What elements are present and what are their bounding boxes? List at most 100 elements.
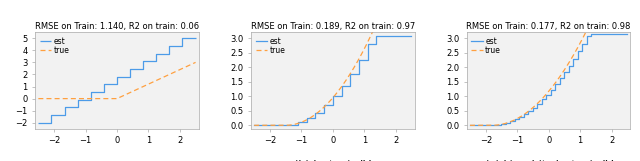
est [320,104,328,106]
true [192,61,200,63]
est [276,124,284,126]
est [250,124,258,126]
Legend: est, true: est, true [255,36,286,56]
true [131,90,138,91]
est [140,68,147,70]
Line: true: true [470,24,627,125]
true [467,124,474,126]
est [113,83,121,85]
est [126,76,134,78]
est [152,53,160,55]
est [47,122,55,124]
est [329,95,337,97]
est [285,124,293,126]
true [599,23,607,24]
est [100,83,108,85]
est [502,122,510,124]
est [372,43,380,45]
est [364,43,372,45]
Text: (b) Isotonic IV: (b) Isotonic IV [294,160,371,161]
true [408,23,415,24]
true [35,98,42,99]
est [259,124,267,126]
est [364,59,372,61]
true [128,91,136,93]
est [87,99,95,101]
est [294,124,301,126]
true [167,73,175,75]
est [355,59,363,61]
Line: est: est [470,34,627,125]
est [623,33,631,35]
est [61,114,68,116]
est [372,35,380,37]
est [381,35,389,37]
est [489,124,497,126]
est [152,60,160,62]
true [347,72,355,74]
true [344,77,351,79]
est [338,95,346,97]
Line: true: true [254,24,412,125]
true [373,23,381,24]
Line: est: est [254,36,412,125]
est [126,68,134,70]
true [344,77,351,79]
est [390,35,398,37]
est [268,124,275,126]
true [177,68,185,70]
Legend: est, true: est, true [39,36,70,56]
est [74,106,81,108]
est [399,35,406,37]
true [609,23,617,24]
est [113,76,121,78]
est [140,60,147,62]
est [268,124,275,126]
est [552,83,559,85]
est [166,45,173,47]
est [259,124,267,126]
true [623,23,631,24]
true [560,70,568,72]
est [303,121,310,123]
est [346,85,354,87]
est [87,91,95,93]
Text: (a) Isotonic Regression $y \sim x$: (a) Isotonic Regression $y \sim x$ [37,160,197,161]
true [35,98,43,99]
est [338,85,346,87]
true [250,124,258,126]
est [74,99,81,101]
est [346,73,354,75]
Line: est: est [38,38,196,123]
est [381,35,389,37]
true [466,124,474,126]
true [563,66,570,68]
est [276,124,284,126]
est [294,121,301,123]
true [587,23,595,24]
est [285,124,293,126]
est [408,35,415,37]
est [47,114,55,116]
true [251,124,259,126]
est [601,33,609,35]
est [100,91,108,93]
est [166,53,173,55]
est [601,33,609,35]
Title: RMSE on Train: 0.177, R2 on train: 0.98: RMSE on Train: 0.177, R2 on train: 0.98 [467,22,631,31]
est [35,122,42,124]
Legend: est, true: est, true [470,36,502,56]
Title: RMSE on Train: 1.140, R2 on train: 0.06: RMSE on Train: 1.140, R2 on train: 0.06 [35,22,199,31]
est [390,35,398,37]
Title: RMSE on Train: 0.189, R2 on train: 0.97: RMSE on Train: 0.189, R2 on train: 0.97 [251,22,415,31]
Line: true: true [38,62,196,99]
est [179,37,186,39]
est [466,124,474,126]
true [383,23,391,24]
est [516,118,524,120]
est [179,45,186,47]
est [312,112,319,114]
est [312,117,319,119]
est [355,73,363,75]
est [320,112,328,114]
